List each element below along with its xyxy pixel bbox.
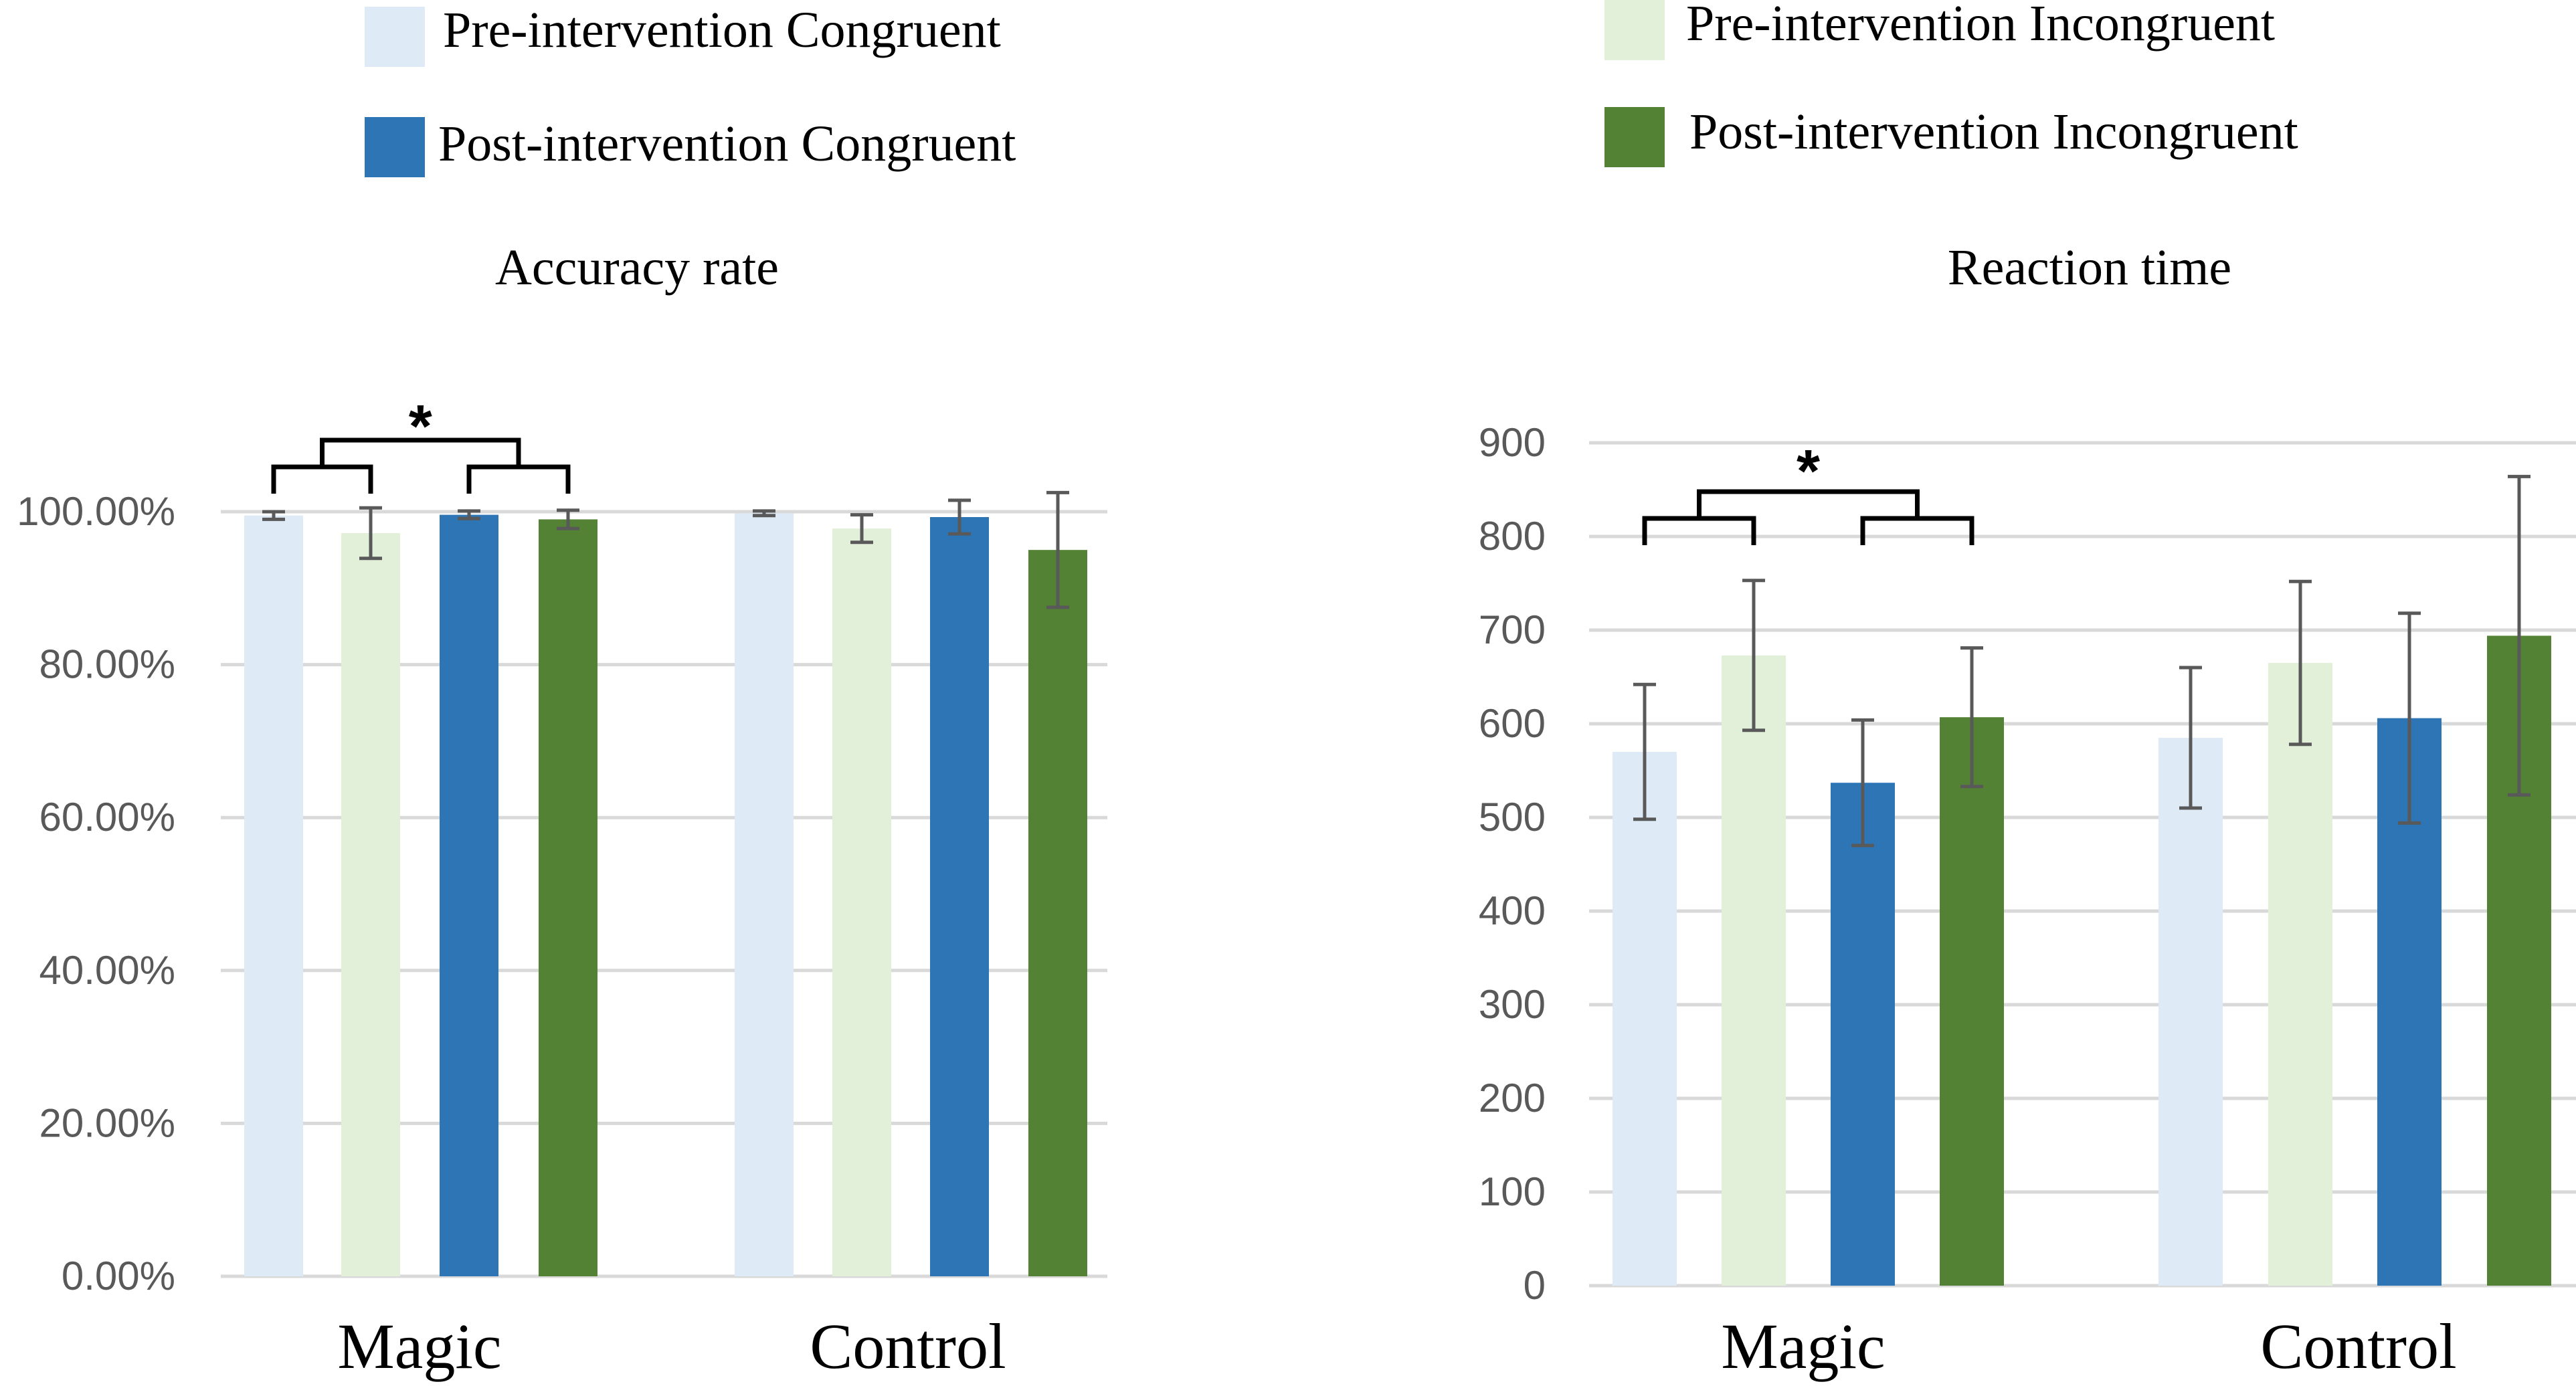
bar-magic-post-intervention-incongruent [539, 519, 597, 1277]
y-tick-label: 900 [1479, 420, 1546, 465]
bar-control-post-intervention-congruent [930, 517, 989, 1276]
legend-swatch-pre-incongruent [1604, 0, 1665, 60]
bar-magic-pre-intervention-congruent [1613, 752, 1677, 1286]
bar-magic-post-intervention-congruent [440, 514, 498, 1276]
legend-label-pre-congruent: Pre-intervention Congruent [443, 2, 1001, 58]
y-tick-label: 300 [1479, 982, 1546, 1027]
legend-swatch-post-incongruent [1604, 107, 1665, 167]
legend-swatch-pre-congruent [365, 7, 425, 67]
y-tick-label: 400 [1479, 888, 1546, 933]
legend-item-post-incongruent: Post-intervention Incongruent [1604, 104, 2298, 167]
significance-star: * [1797, 438, 1820, 505]
y-tick-label: 0 [1524, 1263, 1546, 1308]
bar-magic-pre-intervention-incongruent [341, 533, 400, 1276]
bar-magic-pre-intervention-incongruent [1722, 655, 1786, 1286]
significance-bracket [1860, 516, 1974, 545]
y-tick-label: 0.00% [62, 1254, 175, 1298]
bar-control-post-intervention-incongruent [1028, 550, 1087, 1276]
category-label-control: Control [810, 1310, 1006, 1382]
legend-item-post-congruent: Post-intervention Congruent [365, 116, 1016, 177]
legend-item-pre-incongruent: Pre-intervention Incongruent [1604, 0, 2275, 60]
bar-magic-post-intervention-congruent [1831, 783, 1895, 1286]
y-tick-label: 200 [1479, 1076, 1546, 1120]
legend-label-pre-incongruent: Pre-intervention Incongruent [1686, 0, 2275, 52]
bar-control-pre-intervention-incongruent [2268, 663, 2332, 1286]
y-tick-label: 600 [1479, 701, 1546, 746]
y-tick-label: 700 [1479, 607, 1546, 652]
y-tick-label: 100.00% [17, 489, 175, 534]
y-tick-label: 60.00% [39, 795, 176, 839]
y-tick-label: 80.00% [39, 642, 176, 687]
bar-control-pre-intervention-congruent [735, 513, 794, 1276]
chart-title-accuracy: Accuracy rate [495, 239, 779, 296]
bar-magic-post-intervention-incongruent [1940, 717, 2004, 1286]
legend-label-post-congruent: Post-intervention Congruent [438, 116, 1016, 172]
y-tick-label: 500 [1479, 795, 1546, 839]
legend-swatch-post-congruent [365, 117, 425, 177]
significance-bracket [1642, 516, 1756, 545]
significance-star: * [409, 393, 432, 460]
legend-label-post-incongruent: Post-intervention Incongruent [1689, 104, 2298, 160]
y-tick-label: 800 [1479, 514, 1546, 559]
significance-bracket [271, 464, 373, 494]
significance-bracket [466, 464, 571, 494]
legend-item-pre-congruent: Pre-intervention Congruent [365, 2, 1001, 67]
bar-control-pre-intervention-incongruent [832, 528, 891, 1276]
chart-title-reaction-time: Reaction time [1948, 239, 2231, 296]
significance-bracket-top [320, 437, 521, 467]
category-label-magic: Magic [1721, 1310, 1885, 1382]
y-tick-label: 100 [1479, 1169, 1546, 1214]
bar-magic-pre-intervention-congruent [244, 515, 303, 1276]
chart-reaction-time: 0 100 200 300 400 500 600 700 800 900 Magic Control… [1479, 420, 2576, 1382]
y-tick-label: 40.00% [39, 948, 176, 993]
bar-control-pre-intervention-congruent [2158, 738, 2223, 1286]
category-label-control: Control [2260, 1310, 2456, 1382]
significance-bracket-top [1697, 489, 1920, 518]
category-label-magic: Magic [337, 1310, 501, 1382]
chart-accuracy-rate: 0.00% 20.00% 40.00% 60.00% 80.00% 100.00% Magi… [17, 393, 1107, 1382]
legend: Pre-intervention Congruent Post-interven… [365, 0, 2298, 177]
y-tick-label: 20.00% [39, 1100, 176, 1145]
